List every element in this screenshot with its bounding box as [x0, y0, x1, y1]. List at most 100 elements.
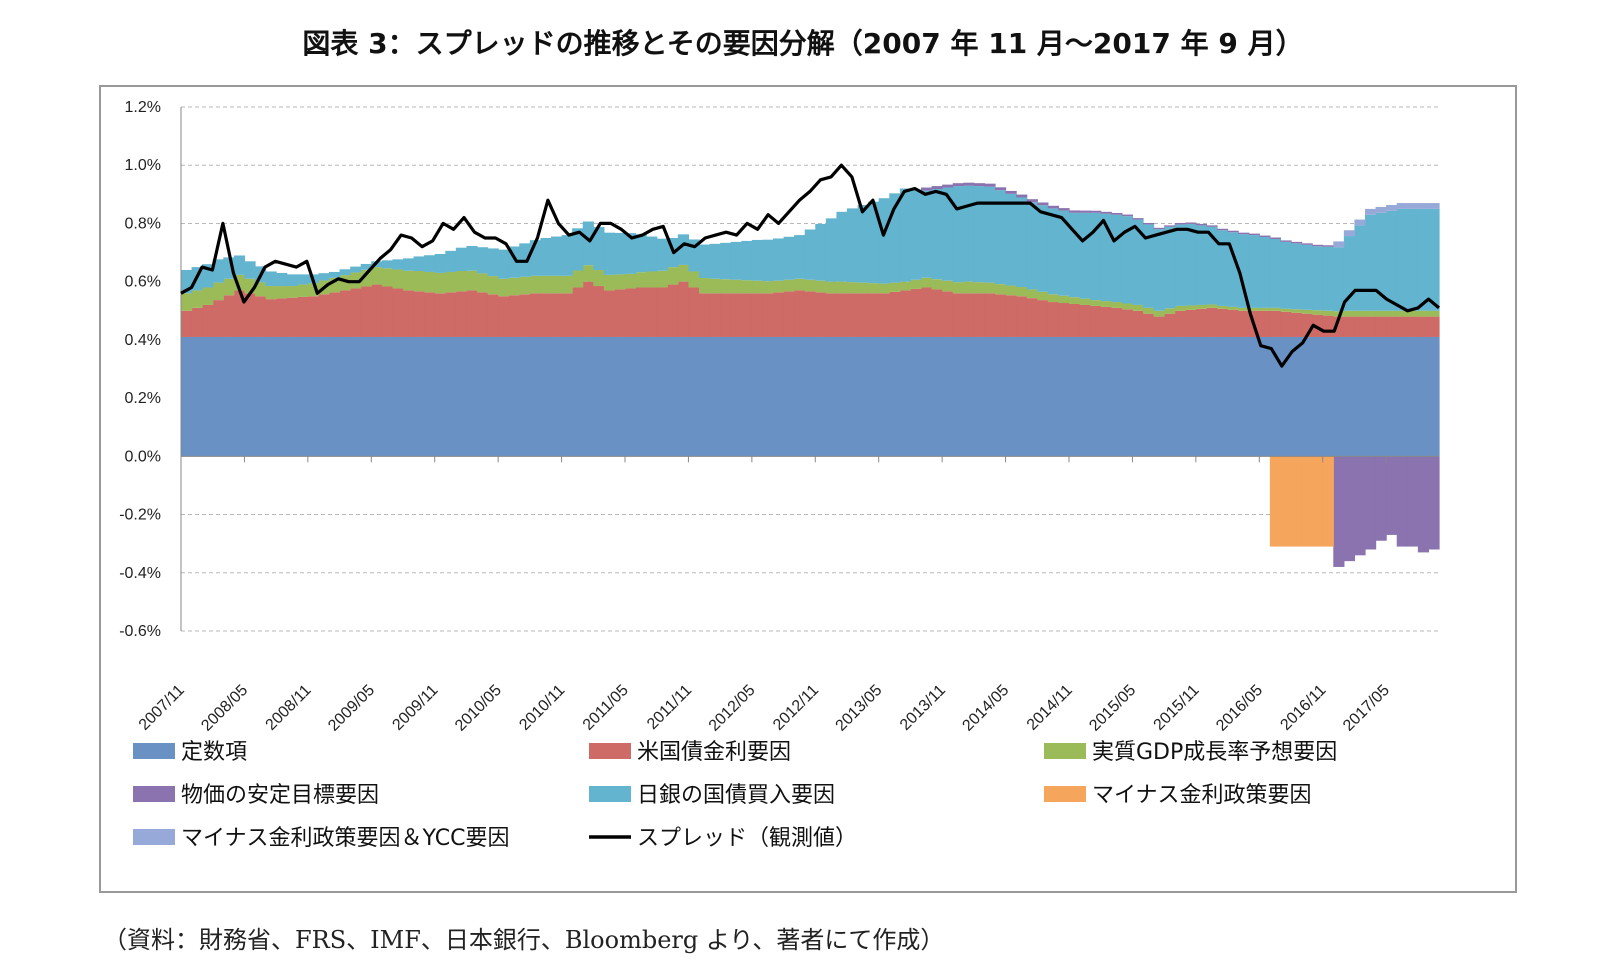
area-segment [984, 282, 996, 294]
area-segment [1354, 316, 1366, 337]
area-segment [1111, 212, 1123, 215]
area-segment [455, 291, 468, 337]
area-segment [1058, 210, 1070, 296]
area-segment [1396, 456, 1408, 547]
area-segment [603, 232, 616, 275]
area-segment [952, 336, 964, 457]
area-segment [181, 270, 193, 294]
area-segment [307, 336, 320, 457]
area-segment [857, 293, 869, 337]
area-segment [561, 275, 573, 294]
area-segment [529, 240, 542, 276]
x-tick-label: 2009/11 [389, 682, 441, 734]
series-area-4 [921, 182, 1440, 567]
area-segment [1375, 206, 1387, 213]
area-segment [487, 248, 499, 277]
area-segment [1143, 336, 1155, 457]
area-segment [921, 187, 933, 191]
x-tick-label: 2008/05 [198, 682, 251, 735]
x-tick-label: 2011/05 [580, 682, 632, 734]
area-segment [995, 284, 1007, 295]
area-segment [350, 336, 362, 457]
area-segment [899, 281, 912, 291]
area-segment [878, 336, 890, 457]
y-tick-label: 0.8% [125, 215, 161, 232]
x-tick-label: 2013/11 [897, 682, 949, 734]
area-segment [1386, 336, 1398, 457]
area-segment [878, 198, 890, 284]
area-segment [1291, 309, 1303, 313]
area-segment [445, 271, 457, 293]
area-segment [1100, 306, 1112, 337]
area-segment [529, 293, 542, 337]
legend-swatch [133, 743, 175, 759]
area-segment [593, 270, 605, 287]
area-segment [339, 269, 351, 276]
area-segment [963, 185, 975, 282]
area-segment [1143, 313, 1155, 337]
area-segment [677, 234, 690, 265]
area-segment [593, 286, 605, 337]
area-segment [1396, 208, 1408, 311]
area-segment [1407, 310, 1419, 317]
area-segment [307, 283, 320, 297]
area-segment [519, 336, 531, 457]
area-segment [1090, 212, 1102, 301]
area-segment [952, 282, 964, 294]
area-segment [329, 277, 341, 293]
area-segment [265, 286, 277, 300]
area-segment [942, 336, 954, 457]
area-segment [1132, 310, 1144, 337]
area-segment [181, 310, 193, 337]
area-segment [709, 243, 721, 279]
series-area-5 [1269, 456, 1334, 547]
area-segment [413, 270, 425, 292]
area-segment [857, 205, 869, 283]
area-segment [1174, 336, 1186, 457]
area-segment [1333, 336, 1345, 457]
area-segment [392, 269, 404, 289]
area-segment [508, 277, 520, 296]
area-segment [699, 278, 711, 294]
series-area-2 [181, 264, 1440, 317]
area-segment [223, 336, 235, 457]
area-segment [466, 246, 478, 271]
area-segment [1185, 336, 1197, 457]
area-segment [350, 288, 362, 337]
area-segment [1206, 307, 1218, 337]
x-tick-label: 2013/05 [833, 682, 886, 735]
area-segment [625, 233, 637, 274]
area-segment [762, 293, 774, 337]
area-segment [202, 287, 214, 305]
area-segment [656, 238, 668, 271]
area-segment [1206, 225, 1218, 227]
area-segment [868, 336, 880, 457]
area-segment [286, 336, 298, 457]
area-segment [1301, 313, 1313, 337]
area-segment [1164, 313, 1176, 337]
area-segment [1005, 190, 1017, 194]
area-segment [1428, 208, 1440, 311]
area-segment [1365, 336, 1377, 457]
area-segment [487, 276, 499, 295]
area-segment [677, 264, 690, 282]
area-segment [1058, 303, 1070, 337]
area-segment [995, 187, 1007, 191]
area-segment [191, 336, 203, 457]
area-segment [1386, 210, 1398, 311]
legend-label: スプレッド（観測値） [637, 826, 857, 851]
area-segment [1259, 307, 1271, 311]
area-segment [1312, 246, 1324, 311]
area-segment [244, 293, 256, 337]
area-segment [551, 236, 563, 276]
area-segment [847, 282, 859, 294]
area-segment [1248, 233, 1260, 236]
x-tick-label: 2012/05 [706, 682, 759, 735]
area-segment [1037, 291, 1049, 301]
area-segment [688, 271, 700, 288]
area-segment [498, 249, 510, 279]
area-segment [815, 336, 827, 457]
source-note: （資料：財務省、FRS、IMF、日本銀行、Bloomberg より、著者にて作成… [103, 926, 945, 954]
area-segment [371, 336, 383, 457]
area-segment [910, 189, 922, 280]
